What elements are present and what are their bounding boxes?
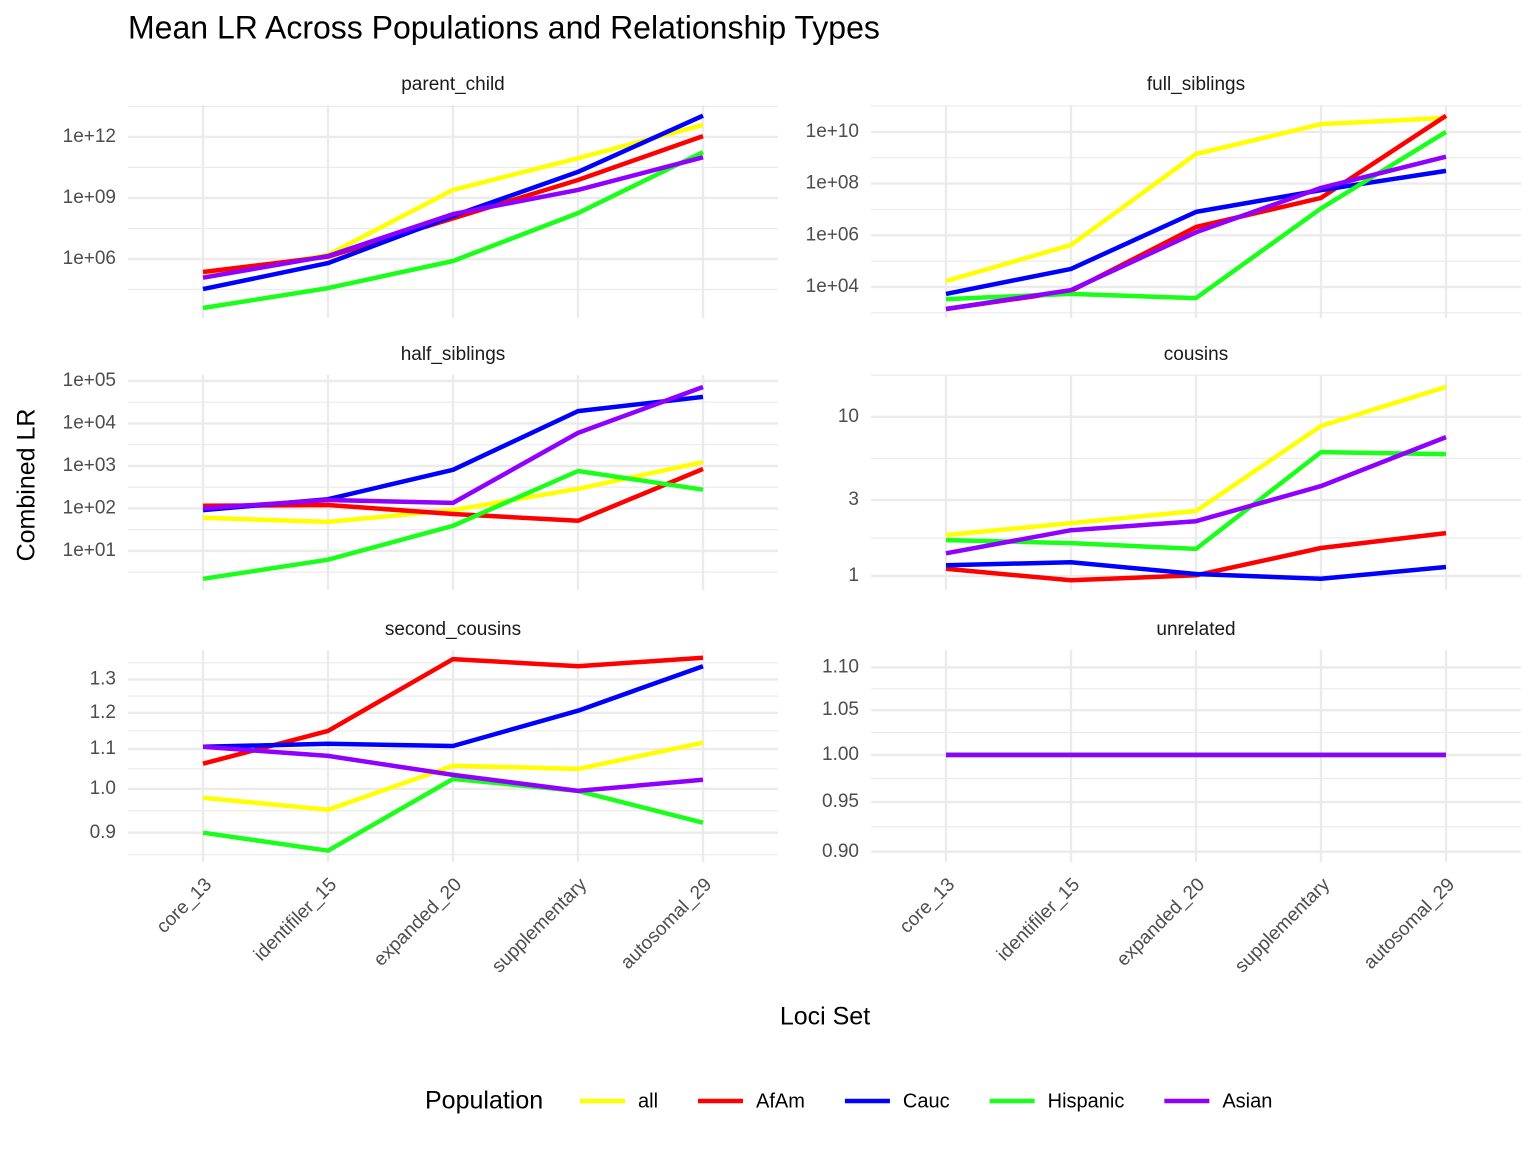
series-line: Cauc <box>202 664 704 750</box>
y-tick-label: 1e+10 <box>806 121 859 142</box>
x-tick-label: identifiler_15 <box>993 874 1084 965</box>
legend-label: Cauc <box>903 1090 950 1112</box>
y-tick-label: 1e+03 <box>63 455 116 476</box>
y-tick-label: 1e+01 <box>63 540 116 561</box>
strip-title: parent_child <box>401 74 505 95</box>
y-tick-label: 1.10 <box>822 656 859 677</box>
y-tick-label: 1e+12 <box>63 126 116 147</box>
x-tick-label: core_13 <box>896 874 959 937</box>
series-line: Cauc <box>945 560 1447 582</box>
series-line: Hispanic <box>202 468 704 582</box>
x-tick-label: expanded_20 <box>1113 874 1209 970</box>
x-tick-label: supplementary <box>488 874 591 977</box>
y-tick-label: 0.95 <box>822 791 859 812</box>
y-tick-label: 1 <box>848 565 859 586</box>
series-line: all <box>202 459 704 525</box>
y-tick-label: 3 <box>848 489 859 510</box>
y-tick-label: 1e+06 <box>63 248 116 269</box>
y-tick-label: 1e+09 <box>63 187 116 208</box>
x-tick-label: expanded_20 <box>370 874 466 970</box>
x-tick-label: identifiler_15 <box>250 874 341 965</box>
y-axis-title: Combined LR <box>13 409 41 562</box>
y-tick-label: 0.90 <box>822 841 859 862</box>
y-tick-label: 0.9 <box>90 822 116 843</box>
series-line: Asian <box>202 744 704 794</box>
strip-title: half_siblings <box>401 344 506 365</box>
y-tick-label: 1.2 <box>90 702 116 723</box>
x-tick-label: autosomal_29 <box>617 874 716 973</box>
legend-title: Population <box>425 1087 543 1115</box>
series-line: Asian <box>202 384 704 511</box>
chart-title: Mean LR Across Populations and Relations… <box>128 9 880 45</box>
y-tick-label: 1.05 <box>822 699 859 720</box>
series-line: Hispanic <box>202 776 704 853</box>
series-line: Hispanic <box>945 449 1447 552</box>
series-line: AfAm <box>202 466 704 524</box>
strip-title: full_siblings <box>1147 74 1245 95</box>
series-line: Hispanic <box>202 150 704 311</box>
legend-label: Asian <box>1222 1090 1272 1112</box>
series-line: Asian <box>202 155 704 280</box>
y-tick-label: 1e+04 <box>63 412 117 433</box>
series-line: Asian <box>945 435 1447 556</box>
series-line: all <box>945 384 1447 538</box>
strip-title: second_cousins <box>385 619 521 640</box>
strip-title: unrelated <box>1156 619 1235 640</box>
y-tick-label: 1e+04 <box>806 276 860 297</box>
y-tick-label: 1.3 <box>90 668 116 689</box>
y-tick-label: 1.0 <box>90 778 116 799</box>
y-tick-label: 1e+06 <box>806 224 859 245</box>
y-tick-label: 1e+08 <box>806 173 859 194</box>
series-line: AfAm <box>202 655 704 766</box>
series-line: all <box>945 115 1447 284</box>
legend-label: AfAm <box>756 1090 805 1112</box>
x-tick-label: autosomal_29 <box>1360 874 1459 973</box>
series-line: all <box>202 740 704 813</box>
y-tick-label: 1.1 <box>90 738 116 759</box>
strip-title: cousins <box>1164 344 1228 365</box>
y-tick-label: 10 <box>838 406 859 427</box>
series-line: Asian <box>945 154 1447 312</box>
y-tick-label: 1.00 <box>822 744 859 765</box>
x-tick-label: supplementary <box>1231 874 1334 977</box>
legend-label: all <box>638 1090 658 1112</box>
x-axis-title: Loci Set <box>780 1003 870 1031</box>
legend-label: Hispanic <box>1048 1090 1125 1112</box>
x-tick-label: core_13 <box>153 874 216 937</box>
y-tick-label: 1e+05 <box>63 370 116 391</box>
y-tick-label: 1e+02 <box>63 497 116 518</box>
